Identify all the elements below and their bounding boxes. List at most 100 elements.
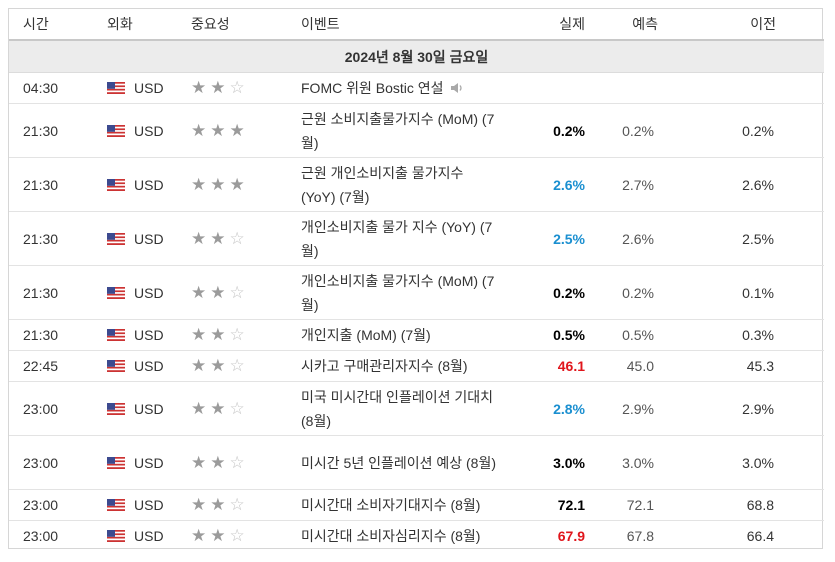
event-time: 23:00 <box>9 489 101 521</box>
economic-calendar: 시간 외화 중요성 이벤트 실제 예측 이전 2024년 8월 30일 금요일 … <box>8 8 824 552</box>
currency-code: USD <box>134 454 164 471</box>
star-empty-icon: ☆ <box>229 325 245 344</box>
table-row[interactable]: 21:30 USD ★ ★ ☆ 개인소비지출 물가 지수 (YoY) (7월) 2.5% 2.… <box>9 211 824 266</box>
previous-value: 66.4 <box>746 528 774 545</box>
header-forecast[interactable]: 예측 <box>593 9 684 41</box>
importance-stars: ★ ★ ☆ <box>183 211 293 266</box>
forecast-value: 0.2% <box>593 265 684 320</box>
importance-stars: ★ ★ ☆ <box>183 521 293 552</box>
forecast-value: 72.1 <box>593 489 684 521</box>
star-filled-icon: ★ <box>191 495 207 514</box>
actual-value: 0.2% <box>507 265 593 320</box>
star-filled-icon: ★ <box>191 78 207 97</box>
event-currency: USD <box>101 435 183 490</box>
event-title[interactable]: 개인지출 (MoM) (7월) <box>301 327 431 343</box>
event-title[interactable]: 미시간대 소비자심리지수 (8월) <box>301 528 481 545</box>
actual-value: 2.5% <box>507 211 593 266</box>
header-currency[interactable]: 외화 <box>101 9 183 41</box>
event-currency: USD <box>101 489 183 521</box>
event-name[interactable]: 개인지출 (MoM) (7월) <box>293 319 507 351</box>
event-title[interactable]: FOMC 위원 Bostic 연설 <box>301 80 444 96</box>
table-row[interactable]: 21:30 USD ★ ★ ☆ 개인소비지출 물가지수 (MoM) (7월) 0.2% 0.2… <box>9 265 824 320</box>
event-currency: USD <box>101 157 183 212</box>
event-currency: USD <box>101 381 183 436</box>
star-empty-icon: ☆ <box>229 282 245 302</box>
header-event[interactable]: 이벤트 <box>293 9 507 41</box>
table-row[interactable]: 04:30 USD ★ ★ ☆ FOMC 위원 Bostic 연설 <box>9 72 824 104</box>
event-name[interactable]: 미시간 5년 인플레이션 예상 (8월) <box>293 435 507 490</box>
event-name[interactable]: 근원 소비지출물가지수 (MoM) (7월) <box>293 103 507 158</box>
table-row[interactable]: 22:45 USD ★ ★ ☆ 시카고 구매관리자지수 (8월) 46.1 45.0 45.3 <box>9 350 824 382</box>
event-time: 23:00 <box>23 528 59 545</box>
table-row[interactable]: 23:00 USD ★ ★ ☆ 미시간대 소비자기대지수 (8월) 72.1 72.1 68.8 <box>9 489 824 521</box>
event-name[interactable]: 개인소비지출 물가 지수 (YoY) (7월) <box>293 211 507 266</box>
actual-value: 72.1 <box>507 489 593 521</box>
speaker-icon[interactable] <box>450 81 464 95</box>
star-filled-icon: ★ <box>210 228 226 248</box>
star-filled-icon: ★ <box>191 452 207 472</box>
actual-value: 67.9 <box>557 528 585 545</box>
event-title[interactable]: 미시간대 소비자기대지수 (8월) <box>301 497 481 513</box>
table-row[interactable]: 23:00 USD ★ ★ ☆ 미시간 5년 인플레이션 예상 (8월) 3.0% 3.0% 3… <box>9 435 824 490</box>
importance-stars: ★ ★ ☆ <box>183 350 293 382</box>
event-name[interactable]: 미시간대 소비자심리지수 (8월) <box>293 521 507 552</box>
forecast-value: 2.7% <box>593 157 684 212</box>
star-filled-icon: ★ <box>191 228 207 248</box>
event-currency: USD <box>101 103 183 158</box>
event-name[interactable]: FOMC 위원 Bostic 연설 <box>293 72 507 104</box>
star-filled-icon: ★ <box>191 120 207 140</box>
previous-value <box>684 72 824 104</box>
event-time: 21:30 <box>9 157 101 212</box>
event-name[interactable]: 시카고 구매관리자지수 (8월) <box>293 350 507 382</box>
currency-code: USD <box>134 176 164 193</box>
event-title[interactable]: 개인소비지출 물가 지수 (YoY) (7월) <box>301 218 493 259</box>
us-flag-icon <box>107 360 125 372</box>
event-time: 22:45 <box>9 350 101 382</box>
forecast-value <box>593 72 684 104</box>
event-title[interactable]: 개인소비지출 물가지수 (MoM) (7월) <box>301 272 495 313</box>
us-flag-icon <box>107 402 125 415</box>
table-row[interactable]: 23:00 USD ★ ★ ☆ 미국 미시간대 인플레이션 기대치 (8월) 2.8% 2.9… <box>9 381 824 436</box>
header-importance[interactable]: 중요성 <box>183 9 293 41</box>
us-flag-icon <box>107 329 125 341</box>
event-currency: USD <box>101 350 183 382</box>
header-actual[interactable]: 실제 <box>507 9 593 41</box>
currency-code: USD <box>134 327 164 343</box>
event-title[interactable]: 미국 미시간대 인플레이션 기대치 (8월) <box>301 388 493 429</box>
importance-stars: ★ ★ ☆ <box>183 265 293 320</box>
event-title[interactable]: 시카고 구매관리자지수 (8월) <box>301 358 468 374</box>
event-title[interactable]: 근원 개인소비지출 물가지수 (YoY) (7월) <box>301 164 464 205</box>
header-previous[interactable]: 이전 <box>684 9 824 41</box>
forecast-value: 2.9% <box>593 381 684 436</box>
event-title[interactable]: 미시간 5년 인플레이션 예상 (8월) <box>301 454 497 471</box>
actual-value: 46.1 <box>507 350 593 382</box>
event-time: 21:30 <box>9 265 101 320</box>
event-name[interactable]: 근원 개인소비지출 물가지수 (YoY) (7월) <box>293 157 507 212</box>
event-time: 21:30 <box>9 103 101 158</box>
event-name[interactable]: 미국 미시간대 인플레이션 기대치 (8월) <box>293 381 507 436</box>
event-time: 04:30 <box>9 72 101 104</box>
event-currency: USD <box>101 265 183 320</box>
previous-value: 45.3 <box>684 350 824 382</box>
forecast-value: 45.0 <box>593 350 684 382</box>
currency-code: USD <box>134 284 164 301</box>
forecast-value: 0.5% <box>593 319 684 351</box>
event-title[interactable]: 근원 소비지출물가지수 (MoM) (7월) <box>301 110 495 151</box>
event-time: 21:30 <box>9 319 101 351</box>
table-row[interactable]: 21:30 USD ★ ★ ☆ 개인지출 (MoM) (7월) 0.5% 0.5% 0.3% <box>9 319 824 351</box>
star-filled-icon: ★ <box>191 174 207 194</box>
us-flag-icon <box>107 286 125 299</box>
table-row[interactable]: 21:30 USD ★ ★ ★ 근원 소비지출물가지수 (MoM) (7월) 0.2% 0.2… <box>9 103 824 158</box>
actual-value: 0.2% <box>507 103 593 158</box>
star-empty-icon: ☆ <box>229 452 245 472</box>
star-filled-icon: ★ <box>210 452 226 472</box>
event-name[interactable]: 미시간대 소비자기대지수 (8월) <box>293 489 507 521</box>
table-row[interactable]: 23:00 USD ★ ★ ☆ 미시간대 소비자심리지수 (8월) 67.9 67.8 66.4 <box>9 521 824 552</box>
star-empty-icon: ☆ <box>229 398 245 418</box>
event-name[interactable]: 개인소비지출 물가지수 (MoM) (7월) <box>293 265 507 320</box>
actual-value: 3.0% <box>507 435 593 490</box>
importance-stars: ★ ★ ☆ <box>183 489 293 521</box>
header-time[interactable]: 시간 <box>9 9 101 41</box>
previous-value: 0.1% <box>684 265 824 320</box>
table-row[interactable]: 21:30 USD ★ ★ ★ 근원 개인소비지출 물가지수 (YoY) (7월) 2.6%… <box>9 157 824 212</box>
